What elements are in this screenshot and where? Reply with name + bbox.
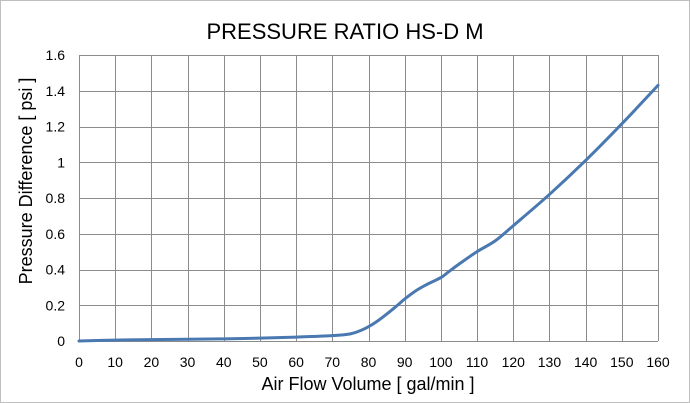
y-axis-title: Pressure Difference [ psi ] [16,78,36,285]
x-tick-label: 130 [538,354,562,370]
x-tick-label: 70 [325,354,341,370]
x-tick-label: 10 [107,354,123,370]
x-tick-label: 20 [144,354,160,370]
x-tick-label: 160 [646,354,670,370]
y-tick-label: 0.2 [46,297,66,313]
x-tick-label: 110 [466,354,489,370]
y-tick-label: 1.4 [46,83,66,99]
x-tick-label: 140 [574,354,598,370]
x-tick-label: 100 [429,354,453,370]
x-tick-label: 50 [252,354,268,370]
chart-title: PRESSURE RATIO HS-D M [206,19,483,44]
series-line [77,83,660,343]
tick-labels: 0 10 20 30 40 50 60 70 80 90 100 110 120 130 140 150 160… [46,47,670,370]
y-tick-label: 1.2 [46,119,66,135]
y-tick-label: 1 [57,154,65,170]
series-layer [77,83,660,343]
x-tick-label: 90 [397,354,413,370]
x-tick-label: 150 [610,354,634,370]
grid-layer [79,55,659,342]
y-tick-label: 0.6 [46,226,66,242]
y-tick-label: 0 [57,333,65,349]
x-tick-label: 30 [180,354,196,370]
y-tick-label: 0.8 [46,190,66,206]
x-tick-label: 40 [216,354,232,370]
y-tick-label: 1.6 [46,47,66,63]
y-tick-label: 0.4 [46,262,66,278]
x-tick-label: 0 [75,354,83,370]
x-tick-label: 120 [502,354,526,370]
x-tick-label: 60 [288,354,304,370]
x-axis-title: Air Flow Volume [ gal/min ] [261,374,474,394]
x-tick-label: 80 [361,354,377,370]
axis-layer [79,55,658,342]
